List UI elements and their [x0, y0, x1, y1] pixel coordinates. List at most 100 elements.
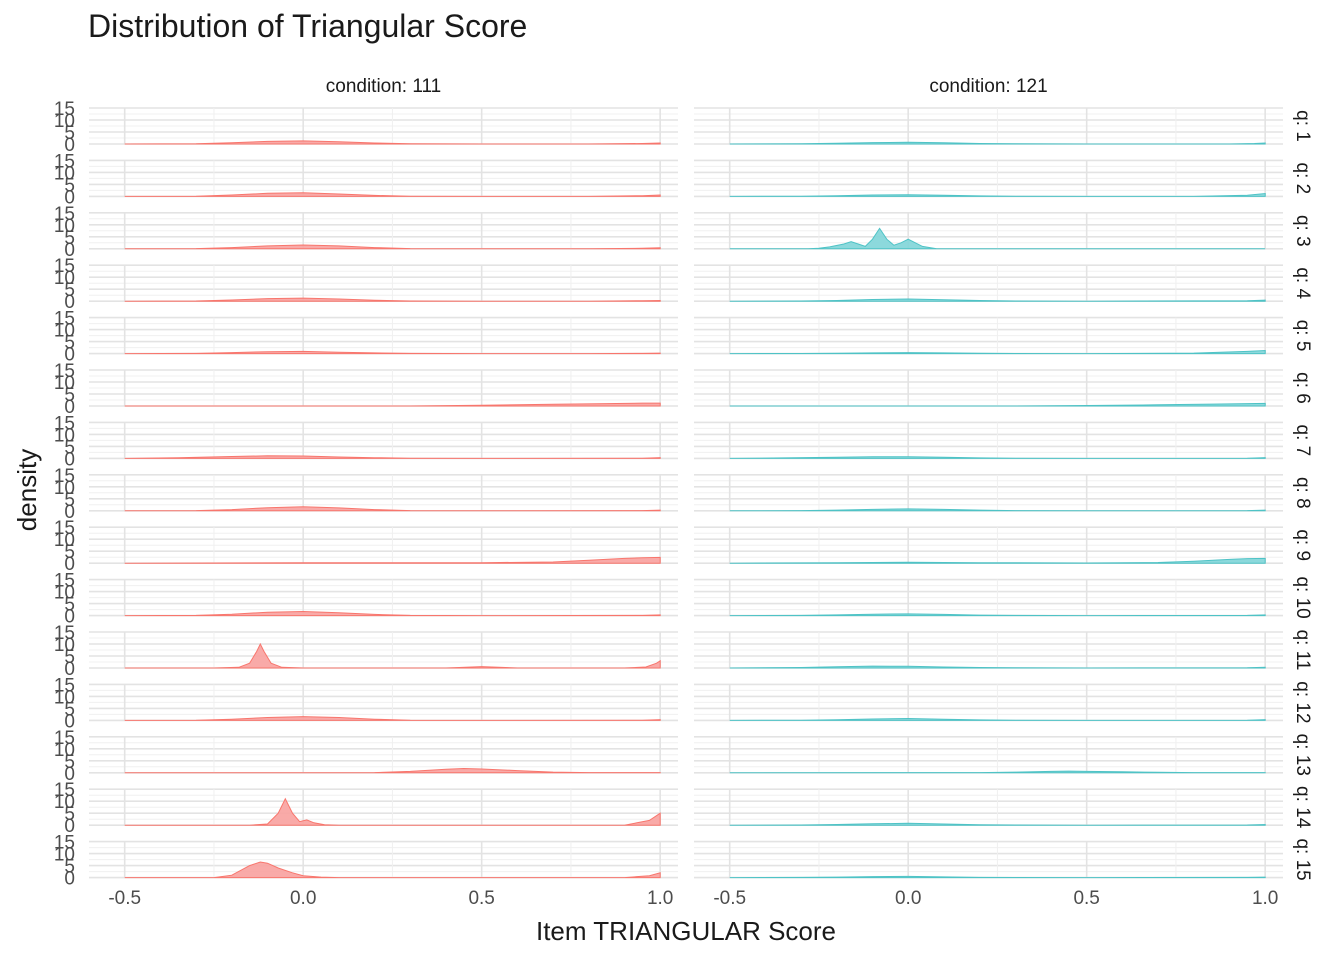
density-area — [729, 770, 1266, 774]
y-tick-label: 15 — [54, 518, 75, 539]
y-tick-label: 15 — [54, 571, 75, 592]
facet-row-label: q: 7 — [1292, 425, 1313, 457]
density-area — [124, 455, 661, 459]
y-tick-label: 0 — [64, 187, 75, 208]
facet-row-label: q: 14 — [1292, 786, 1313, 829]
facet-row-label: q: 5 — [1292, 320, 1313, 352]
density-area — [124, 402, 661, 407]
y-tick-label: 10 — [54, 635, 75, 656]
density-area — [729, 402, 1266, 407]
density-area — [124, 610, 661, 617]
density-area — [729, 557, 1266, 564]
y-tick-label: 15 — [54, 833, 75, 854]
y-tick-label: 0 — [64, 659, 75, 680]
x-tick-label: 0.0 — [290, 888, 316, 909]
y-tick-label: 0 — [64, 711, 75, 732]
x-tick-label: 0.0 — [895, 888, 921, 909]
facet-row-label: q: 13 — [1292, 734, 1313, 776]
y-tick-label: 0 — [64, 764, 75, 785]
y-tick-label: 0 — [64, 240, 75, 261]
y-tick-label: 5 — [64, 228, 75, 249]
y-tick-label: 10 — [54, 530, 75, 551]
density-area — [124, 140, 661, 145]
y-tick-label: 10 — [54, 163, 75, 184]
y-tick-label: 0 — [64, 816, 75, 837]
y-tick-label: 15 — [54, 675, 75, 696]
y-tick-label: 10 — [54, 111, 75, 132]
y-tick-label: 10 — [54, 478, 75, 499]
y-tick-label: 5 — [64, 752, 75, 773]
density-area — [729, 613, 1266, 617]
density-area — [124, 716, 661, 721]
density-area — [729, 822, 1266, 826]
facet-row-label: q: 2 — [1292, 163, 1313, 195]
x-tick-label: 1.0 — [1252, 888, 1278, 909]
density-area — [729, 665, 1266, 669]
y-tick-label: 15 — [54, 151, 75, 172]
chart-title: Distribution of Triangular Score — [88, 8, 528, 44]
y-tick-label: 0 — [64, 554, 75, 575]
facet-row-label: q: 1 — [1292, 110, 1313, 142]
x-tick-label: -0.5 — [713, 888, 746, 909]
y-tick-label: 5 — [64, 804, 75, 825]
facet-row-label: q: 4 — [1292, 267, 1313, 299]
y-tick-label: 5 — [64, 595, 75, 616]
x-axis-title: Item TRIANGULAR Score — [536, 916, 836, 946]
facet-column-label: condition: 111 — [326, 76, 442, 97]
y-tick-label: 5 — [64, 385, 75, 406]
y-tick-label: 5 — [64, 280, 75, 301]
y-tick-label: 5 — [64, 437, 75, 458]
y-tick-label: 0 — [64, 345, 75, 366]
y-tick-label: 10 — [54, 792, 75, 813]
y-tick-label: 10 — [54, 845, 75, 866]
y-tick-label: 0 — [64, 397, 75, 418]
x-tick-label: 0.5 — [1073, 888, 1099, 909]
density-area — [729, 227, 1266, 250]
x-tick-label: -0.5 — [108, 888, 141, 909]
density-area — [124, 244, 661, 250]
y-tick-label: 10 — [54, 268, 75, 289]
y-tick-label: 10 — [54, 687, 75, 708]
y-axis-title: density — [12, 449, 42, 531]
facet-row-label: q: 6 — [1292, 372, 1313, 404]
y-tick-label: 0 — [64, 449, 75, 470]
y-tick-label: 15 — [54, 413, 75, 434]
density-area — [729, 717, 1266, 721]
density-area — [124, 297, 661, 302]
y-tick-label: 15 — [54, 256, 75, 277]
y-tick-label: 15 — [54, 466, 75, 487]
facet-row-label: q: 12 — [1292, 681, 1313, 723]
y-tick-label: 15 — [54, 309, 75, 330]
y-tick-label: 15 — [54, 361, 75, 382]
y-tick-label: 5 — [64, 333, 75, 354]
y-tick-label: 10 — [54, 740, 75, 761]
y-tick-label: 10 — [54, 373, 75, 394]
facet-row-label: q: 3 — [1292, 215, 1313, 247]
density-area — [124, 642, 661, 669]
density-area — [729, 875, 1266, 879]
density-area — [729, 456, 1266, 459]
x-tick-label: 0.5 — [468, 888, 494, 909]
y-tick-label: 10 — [54, 583, 75, 604]
y-tick-label: 0 — [64, 607, 75, 628]
density-area — [729, 349, 1266, 355]
facet-row-label: q: 15 — [1292, 838, 1313, 880]
y-tick-label: 15 — [54, 623, 75, 644]
y-tick-label: 5 — [64, 857, 75, 878]
y-tick-label: 10 — [54, 216, 75, 237]
facet-row-label: q: 11 — [1292, 630, 1313, 671]
density-area — [124, 767, 661, 774]
density-area — [729, 298, 1266, 302]
y-tick-label: 0 — [64, 292, 75, 313]
density-area — [124, 861, 661, 879]
y-tick-label: 5 — [64, 123, 75, 144]
y-tick-label: 10 — [54, 321, 75, 342]
y-tick-label: 5 — [64, 542, 75, 563]
facet-row-label: q: 8 — [1292, 477, 1313, 509]
y-tick-label: 15 — [54, 204, 75, 225]
facet-row-label: q: 10 — [1292, 576, 1313, 618]
y-tick-label: 5 — [64, 175, 75, 196]
y-tick-label: 5 — [64, 699, 75, 720]
density-area — [124, 506, 661, 512]
